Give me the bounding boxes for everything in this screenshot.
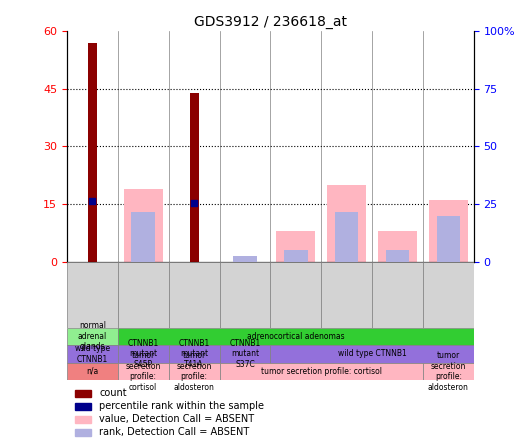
Bar	[378, 231, 417, 262]
FancyBboxPatch shape	[118, 262, 169, 328]
FancyBboxPatch shape	[67, 363, 118, 380]
Text: tumor
secretion
profile:
cortisol: tumor secretion profile: cortisol	[126, 351, 161, 392]
Text: CTNNB1
mutant
S45P: CTNNB1 mutant S45P	[128, 339, 159, 369]
Text: tumor secretion profile: cortisol: tumor secretion profile: cortisol	[261, 367, 382, 376]
Bar	[327, 185, 366, 262]
Bar	[335, 212, 358, 262]
FancyBboxPatch shape	[169, 345, 219, 363]
Text: wild type CTNNB1: wild type CTNNB1	[338, 349, 406, 358]
Bar	[75, 403, 91, 410]
Bar	[75, 390, 91, 397]
Bar	[75, 429, 91, 436]
FancyBboxPatch shape	[270, 345, 474, 363]
FancyBboxPatch shape	[169, 262, 219, 328]
Text: normal
adrenal
glands: normal adrenal glands	[78, 321, 107, 351]
Text: tumor
secretion
profile:
aldosteron: tumor secretion profile: aldosteron	[428, 351, 469, 392]
FancyBboxPatch shape	[118, 345, 169, 363]
Bar	[233, 256, 256, 262]
Bar	[88, 43, 97, 262]
Bar	[386, 250, 409, 262]
Title: GDS3912 / 236618_at: GDS3912 / 236618_at	[194, 15, 347, 29]
Bar	[124, 189, 163, 262]
Text: CTNNB1
mutant
S37C: CTNNB1 mutant S37C	[229, 339, 261, 369]
Text: tumor
secretion
profile:
aldosteron: tumor secretion profile: aldosteron	[174, 351, 215, 392]
Point	[88, 197, 96, 204]
Bar	[190, 92, 199, 262]
Text: CTNNB1
mutant
T41A: CTNNB1 mutant T41A	[179, 339, 210, 369]
FancyBboxPatch shape	[67, 262, 118, 328]
Bar	[75, 416, 91, 423]
FancyBboxPatch shape	[118, 328, 474, 345]
FancyBboxPatch shape	[321, 262, 372, 328]
Point	[190, 199, 198, 206]
Text: count: count	[99, 388, 127, 398]
Text: adrenocortical adenomas: adrenocortical adenomas	[247, 332, 345, 341]
Text: rank, Detection Call = ABSENT: rank, Detection Call = ABSENT	[99, 428, 250, 437]
Bar	[429, 200, 468, 262]
FancyBboxPatch shape	[67, 345, 118, 363]
FancyBboxPatch shape	[67, 328, 118, 345]
Bar	[284, 250, 307, 262]
FancyBboxPatch shape	[219, 345, 270, 363]
Text: wild type
CTNNB1: wild type CTNNB1	[75, 344, 110, 364]
FancyBboxPatch shape	[118, 363, 169, 380]
FancyBboxPatch shape	[219, 262, 270, 328]
FancyBboxPatch shape	[423, 363, 474, 380]
FancyBboxPatch shape	[423, 262, 474, 328]
FancyBboxPatch shape	[219, 363, 423, 380]
Text: value, Detection Call = ABSENT: value, Detection Call = ABSENT	[99, 414, 254, 424]
Bar	[131, 212, 155, 262]
FancyBboxPatch shape	[169, 363, 219, 380]
FancyBboxPatch shape	[270, 262, 321, 328]
Bar	[276, 231, 315, 262]
FancyBboxPatch shape	[372, 262, 423, 328]
Text: percentile rank within the sample: percentile rank within the sample	[99, 401, 265, 411]
Text: n/a: n/a	[86, 367, 98, 376]
Bar	[437, 216, 460, 262]
